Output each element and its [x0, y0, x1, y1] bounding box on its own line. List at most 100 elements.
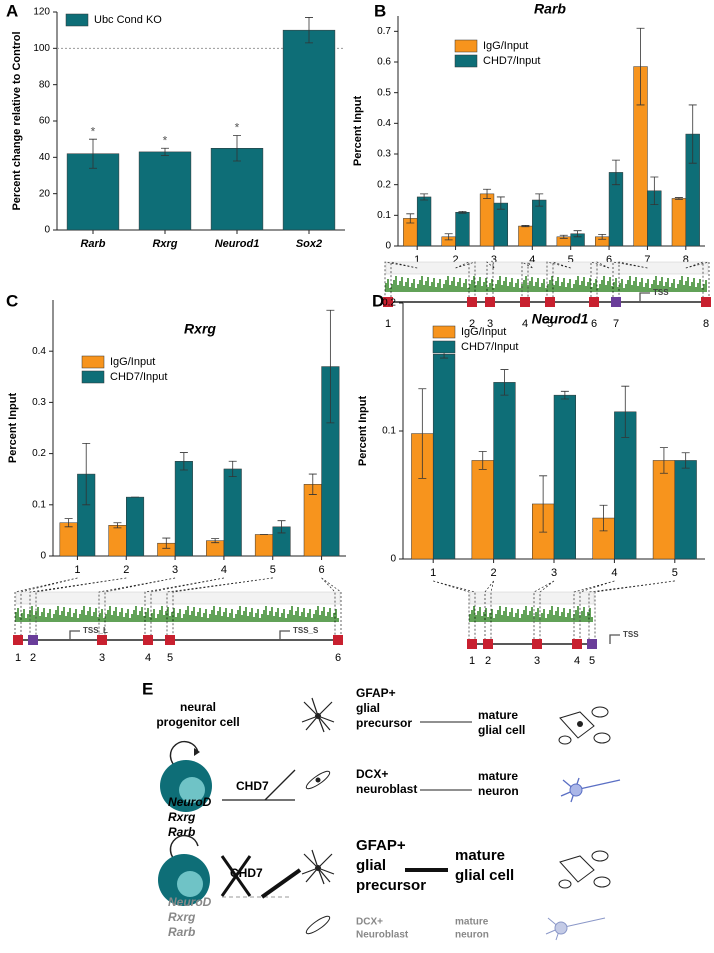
label: GFAP+: [356, 686, 396, 700]
knockout-cross: [220, 855, 252, 897]
region-label: 6: [335, 652, 341, 664]
error-bar: [418, 388, 427, 479]
region-label: 7: [613, 318, 619, 330]
legend-swatch: [81, 355, 105, 369]
arrow: [260, 868, 302, 899]
error-bar: [478, 451, 487, 470]
y-tick-label: 0.5: [377, 87, 391, 98]
error-bar: [535, 193, 544, 207]
chart-title: Rarb: [534, 1, 566, 17]
error-bar: [674, 197, 683, 200]
tss-label: TSS: [653, 288, 669, 297]
y-axis-label: Percent change relative to Control: [11, 31, 23, 210]
error-bar: [161, 147, 169, 156]
region: [13, 635, 23, 645]
x-tick-label: 6: [319, 564, 325, 576]
panel-label: C: [6, 291, 18, 310]
error-bar: [521, 225, 530, 228]
region: [545, 297, 555, 307]
neuroblast-body: [315, 777, 321, 783]
region: [589, 297, 599, 307]
diagram-normal: neural progenitor cell CHD7 NeuroD Rxrg …: [156, 686, 621, 839]
connector: [14, 577, 78, 640]
x-tick-label: 2: [453, 254, 459, 266]
tss-label: TSS: [623, 630, 639, 639]
x-tick-label: Sox2: [296, 238, 322, 250]
glial-body: [315, 865, 321, 871]
legend-label: CHD7/Input: [110, 371, 167, 383]
y-tick-label: 0.6: [377, 57, 391, 68]
connector: [546, 261, 571, 302]
error-bar: [179, 452, 188, 471]
y-tick-label: 0.1: [382, 426, 396, 437]
tss-arrow: [639, 292, 650, 302]
glial-icon: [301, 697, 335, 733]
tss-arrow: [609, 634, 620, 644]
y-tick-label: 0.4: [377, 118, 391, 129]
label: DCX+: [356, 917, 383, 928]
y-tick-label: 100: [33, 43, 50, 54]
bar: [282, 29, 336, 231]
region-label: 1: [15, 652, 21, 664]
label: mature: [478, 769, 518, 783]
region: [383, 297, 393, 307]
region: [97, 635, 107, 645]
legend-label: CHD7/Input: [461, 341, 518, 353]
bar: [59, 522, 78, 557]
x-tick-label: 8: [683, 254, 689, 266]
glial-body: [315, 713, 321, 719]
track-header: [469, 591, 595, 605]
bar: [210, 148, 264, 231]
label: glial cell: [478, 723, 525, 737]
bar: [126, 496, 145, 557]
track-signal: [469, 606, 593, 622]
x-tick-label: Rxrg: [152, 238, 177, 250]
error-bar: [621, 385, 630, 438]
bar: [416, 196, 432, 247]
x-tick-label: 2: [491, 567, 497, 579]
connector: [533, 580, 555, 644]
bar: [518, 225, 533, 247]
error-bar: [560, 390, 569, 400]
error-bar: [458, 210, 467, 214]
legend-swatch: [454, 39, 478, 53]
legend-swatch: [454, 54, 478, 68]
region-label: 2: [469, 318, 475, 330]
x-tick-label: 4: [611, 567, 617, 579]
region: [333, 635, 343, 645]
y-tick-label: 0.2: [377, 179, 391, 190]
label: mature: [455, 917, 489, 928]
region: [483, 639, 493, 649]
bar: [493, 382, 516, 560]
y-tick-label: 0.1: [32, 499, 46, 510]
x-tick-label: 6: [606, 254, 612, 266]
region-label: 2: [485, 655, 491, 667]
bar: [671, 198, 687, 247]
error-bar: [420, 193, 429, 201]
error-bar: [483, 188, 492, 199]
connector: [29, 577, 127, 640]
y-tick-label: 0.2: [382, 298, 396, 309]
error-bar: [89, 138, 97, 169]
track-header: [385, 261, 709, 275]
y-tick-label: 0.7: [377, 26, 391, 37]
connector: [433, 580, 476, 644]
region-label: 3: [534, 655, 540, 667]
region-label: 5: [589, 655, 595, 667]
region-label: 1: [385, 318, 391, 330]
connector: [384, 261, 418, 302]
connector: [685, 261, 710, 302]
panel-label: E: [142, 679, 153, 698]
x-tick-label: 4: [221, 564, 227, 576]
connector: [144, 577, 224, 640]
region-label: 3: [99, 652, 105, 664]
error-bar: [82, 442, 91, 506]
bar: [303, 484, 322, 557]
error-bar: [539, 475, 548, 533]
bar: [479, 193, 495, 247]
error-bar: [500, 369, 509, 396]
neuroblast-icon: [305, 915, 331, 935]
tss-arrow: [279, 630, 290, 640]
y-tick-label: 40: [39, 152, 51, 163]
bar: [432, 353, 456, 560]
